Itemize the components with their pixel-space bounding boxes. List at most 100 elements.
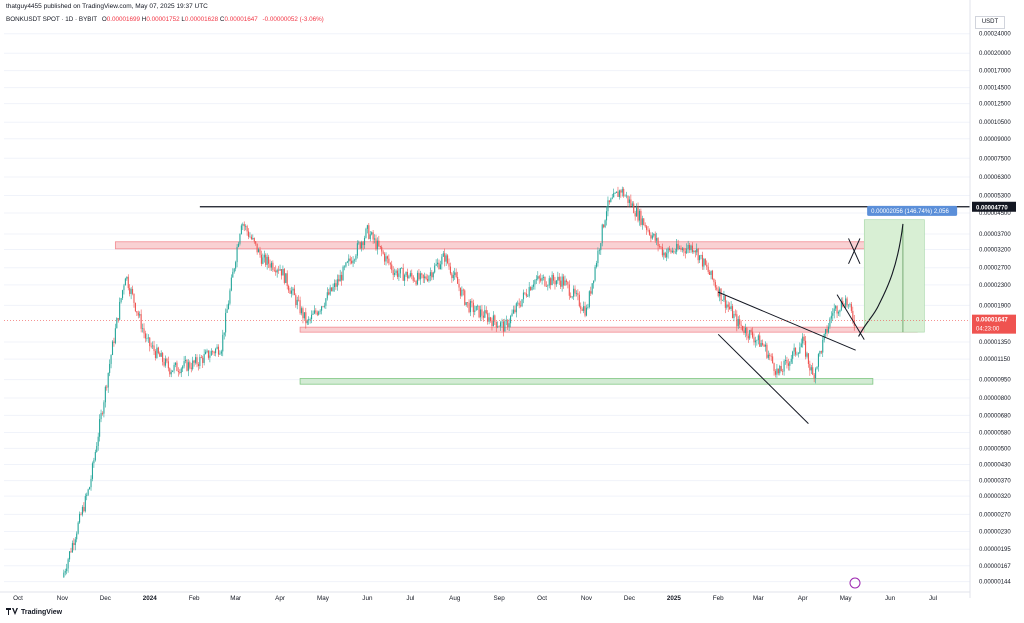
candle — [260, 250, 262, 267]
candle — [769, 352, 771, 361]
candle — [64, 568, 66, 576]
candle-body — [544, 276, 546, 286]
candle-body — [351, 260, 353, 264]
candle-body — [381, 247, 383, 252]
brand-name: TradingView — [21, 609, 63, 616]
candle — [140, 309, 142, 333]
price-tick-label: 0.00024000 — [979, 32, 1011, 38]
footer-brand[interactable]: TradingView — [6, 608, 62, 617]
candle — [812, 362, 814, 376]
candle-body — [827, 326, 830, 333]
candle — [512, 305, 514, 315]
price-tick-label: 0.00005300 — [979, 193, 1011, 199]
candle-body — [475, 305, 477, 311]
candle — [395, 269, 397, 276]
candle — [474, 305, 476, 316]
candle-body — [656, 238, 658, 241]
candle-body — [507, 320, 509, 328]
candle-body — [96, 445, 98, 452]
candle — [573, 285, 575, 301]
candles — [63, 186, 855, 578]
candle-body — [386, 256, 388, 259]
candle-body — [295, 295, 297, 306]
candle — [587, 303, 589, 310]
candle-body — [720, 288, 722, 301]
candle-body — [588, 291, 590, 307]
candle — [342, 265, 344, 281]
price-tick-label: 0.00007500 — [979, 156, 1011, 162]
candle-body — [617, 191, 619, 197]
candle-body — [230, 277, 232, 291]
candle — [127, 274, 129, 291]
candle-body — [484, 310, 486, 318]
candle-body — [740, 324, 742, 326]
candle-body — [416, 272, 419, 285]
candle — [250, 234, 252, 241]
candle — [348, 254, 350, 266]
candle — [783, 359, 785, 376]
candle — [150, 342, 152, 349]
candle — [763, 343, 765, 347]
candle — [332, 283, 334, 292]
candle — [335, 279, 337, 290]
candle — [638, 208, 641, 226]
candle — [646, 224, 648, 235]
candle-body — [382, 251, 384, 254]
candle — [265, 253, 267, 267]
candle-body — [550, 278, 552, 286]
candle-body — [219, 353, 221, 355]
candle — [591, 283, 593, 295]
candle-body — [379, 245, 381, 248]
candle — [581, 307, 583, 312]
candle — [720, 288, 722, 305]
candle — [91, 461, 94, 482]
candle-body — [832, 313, 834, 316]
candle-body — [174, 362, 177, 365]
candle — [313, 305, 315, 315]
candle-body — [162, 353, 164, 362]
candle-body — [485, 310, 487, 314]
candle — [640, 208, 642, 227]
candle-body — [806, 353, 808, 357]
candle — [747, 333, 749, 343]
candle-body — [213, 352, 215, 354]
candle — [643, 218, 645, 226]
candle — [223, 332, 225, 340]
candle — [752, 327, 754, 339]
currency-unit-button[interactable]: USDT — [975, 16, 1005, 29]
candle — [437, 258, 439, 268]
candle — [215, 347, 217, 357]
candle-body — [331, 287, 333, 291]
candle-body — [310, 314, 313, 320]
candle-body — [223, 332, 225, 335]
candle-body — [661, 247, 663, 256]
candle — [355, 254, 357, 263]
candle — [184, 355, 187, 364]
price-tick-label: 0.00002300 — [979, 283, 1011, 289]
candle — [578, 291, 580, 308]
candle-body — [235, 262, 237, 269]
candle-body — [564, 280, 566, 286]
time-tick-label: Feb — [189, 595, 200, 602]
candle-body — [524, 292, 526, 294]
candle-body — [729, 306, 731, 310]
candle-body — [826, 329, 828, 333]
candle — [351, 256, 353, 265]
high-value: 0.00001752 — [146, 16, 180, 23]
candle — [714, 279, 716, 291]
candle-body — [779, 365, 781, 374]
candle-body — [515, 303, 517, 313]
candle — [303, 312, 305, 320]
candle — [806, 351, 808, 359]
candle-body — [643, 218, 645, 226]
candle-body — [839, 309, 841, 313]
candle — [694, 250, 696, 258]
candle — [418, 269, 420, 281]
symbol-name[interactable]: BONKUSDT SPOT · 1D · BYBIT — [6, 16, 98, 23]
candle — [558, 273, 560, 285]
candle — [378, 235, 380, 247]
candle-body — [114, 328, 116, 343]
candle — [822, 336, 824, 358]
candle-body — [759, 335, 761, 347]
